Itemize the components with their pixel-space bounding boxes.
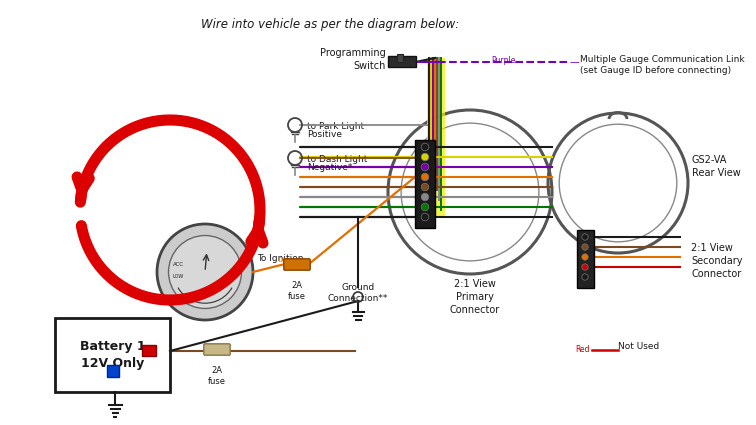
Text: ACC: ACC	[173, 261, 184, 266]
Text: Orange: Orange	[277, 257, 303, 263]
Text: Programming
Switch: Programming Switch	[321, 48, 386, 71]
Bar	[388, 56, 416, 67]
Circle shape	[421, 193, 429, 201]
Circle shape	[421, 203, 429, 211]
Bar	[427, 58, 445, 217]
Text: —: —	[570, 57, 580, 67]
Circle shape	[157, 224, 253, 320]
Text: Battery 1
12V Only: Battery 1 12V Only	[79, 340, 145, 370]
Circle shape	[421, 143, 429, 151]
Text: Red: Red	[575, 346, 590, 354]
Bar	[397, 54, 403, 62]
Circle shape	[169, 235, 241, 309]
Text: Not Used: Not Used	[618, 342, 659, 351]
Circle shape	[421, 183, 429, 191]
Circle shape	[582, 254, 588, 260]
Circle shape	[582, 264, 588, 270]
Bar	[415, 140, 435, 228]
Text: 2A
fuse: 2A fuse	[208, 366, 226, 386]
Bar	[55, 318, 170, 392]
Text: Ground
Connection**: Ground Connection**	[328, 283, 388, 303]
Text: Purple: Purple	[491, 56, 515, 65]
Bar	[142, 345, 156, 356]
Circle shape	[421, 153, 429, 161]
Text: Negative*: Negative*	[307, 163, 352, 172]
Circle shape	[582, 274, 588, 280]
Bar	[107, 365, 119, 377]
Text: Positive: Positive	[307, 130, 342, 139]
Text: 2:1 View
Primary
Connector: 2:1 View Primary Connector	[450, 279, 500, 314]
Text: 2:1 View
Secondary
Connector: 2:1 View Secondary Connector	[691, 243, 742, 279]
Text: to Dash Light: to Dash Light	[307, 155, 367, 164]
Text: GS2-VA
Rear View: GS2-VA Rear View	[692, 155, 741, 178]
Text: 2A
fuse: 2A fuse	[288, 281, 306, 301]
Text: Brown: Brown	[206, 344, 228, 350]
Bar	[577, 230, 594, 288]
FancyBboxPatch shape	[284, 259, 310, 270]
Text: to Park Light: to Park Light	[307, 122, 364, 131]
Circle shape	[582, 234, 588, 240]
Text: LOW: LOW	[173, 275, 184, 280]
Circle shape	[421, 213, 429, 221]
Text: Multiple Gauge Communication Link
(set Gauge ID before connecting): Multiple Gauge Communication Link (set G…	[580, 55, 745, 76]
Circle shape	[582, 244, 588, 250]
Text: Wire into vehicle as per the diagram below:: Wire into vehicle as per the diagram bel…	[201, 18, 459, 31]
FancyBboxPatch shape	[204, 344, 230, 355]
Circle shape	[421, 163, 429, 171]
Circle shape	[421, 173, 429, 181]
Text: To Ignition: To Ignition	[257, 254, 303, 263]
